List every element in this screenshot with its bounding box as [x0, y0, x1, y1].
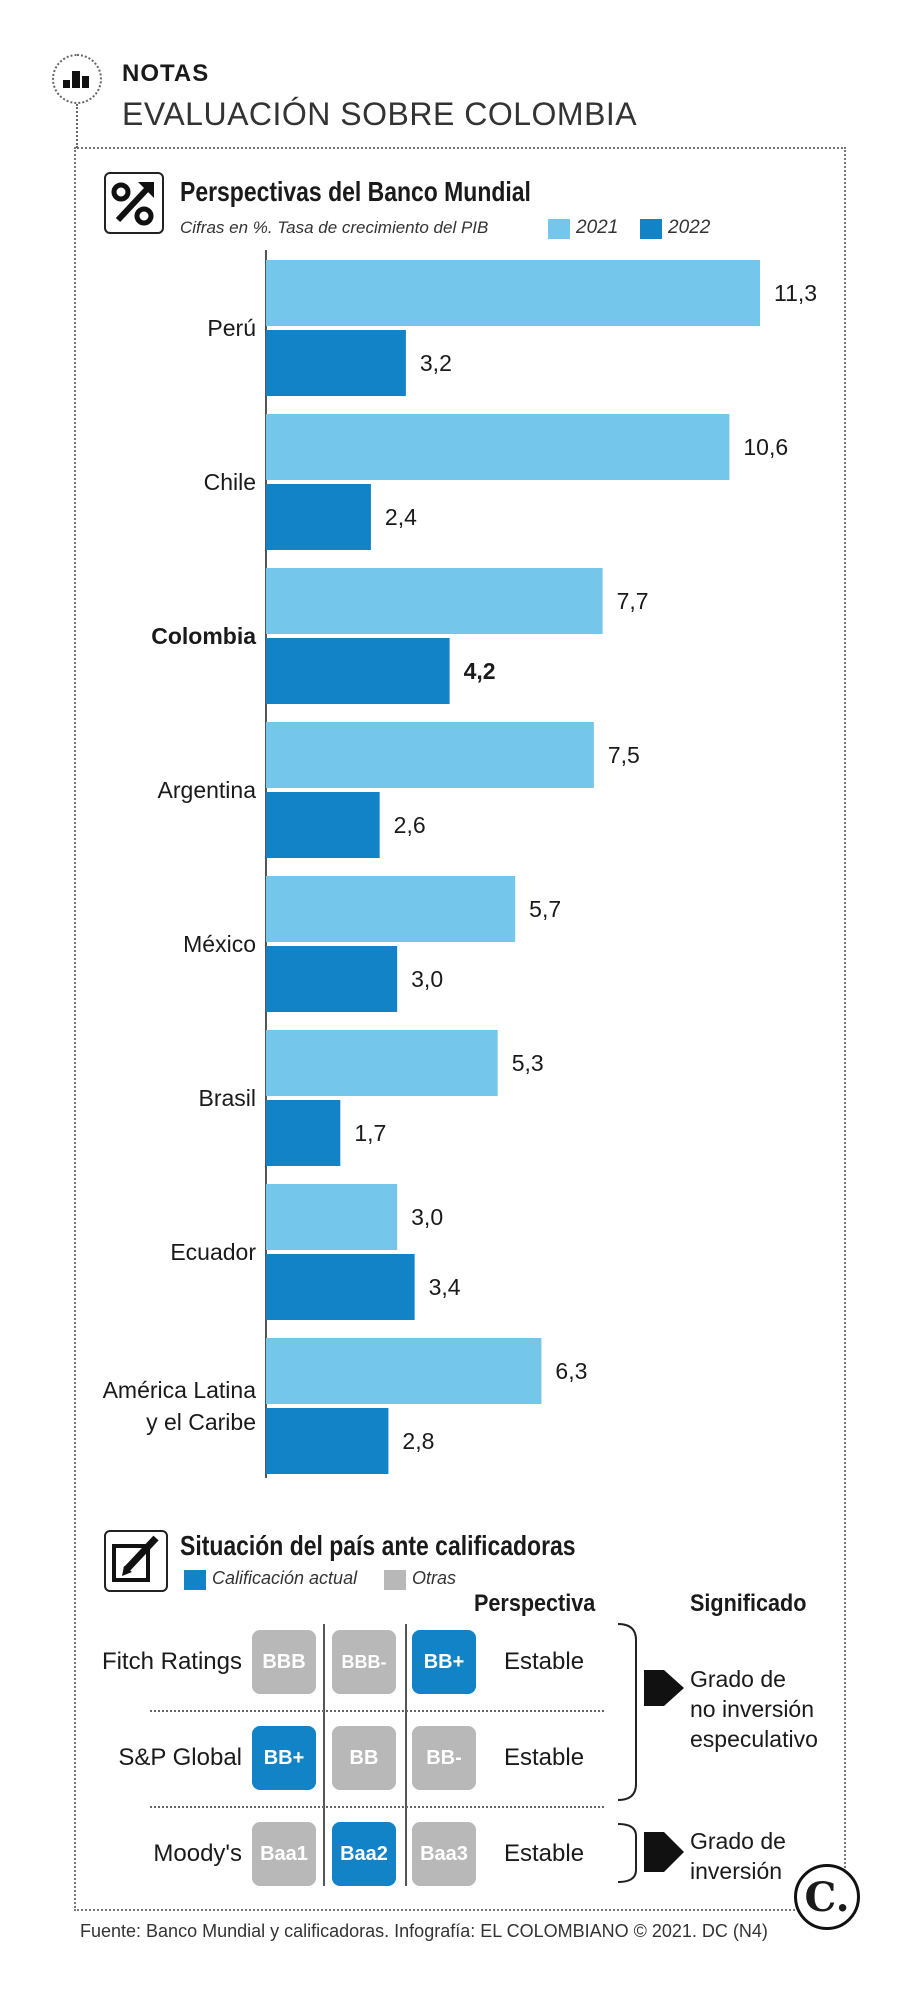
bar-2022-7 — [266, 1408, 389, 1474]
value-label-2021-0: 11,3 — [774, 280, 817, 306]
column-header-perspective: Perspectiva — [474, 1590, 596, 1617]
notes-label: NOTAS — [122, 60, 210, 87]
row-divider — [150, 1710, 604, 1712]
rating-fitch-bbb: BBB — [252, 1630, 316, 1694]
category-label-7: y el Caribe — [146, 1409, 256, 1435]
growth-bar-chart: 11,3 3,2 Perú 10,6 2,4 Chile 7,7 4,2 Colombia 7,5… — [103, 250, 817, 1478]
value-label-2021-2: 7,7 — [617, 588, 649, 614]
category-label-3: Argentina — [158, 777, 257, 803]
value-label-2021-7: 6,3 — [555, 1358, 587, 1384]
bracket-investment — [617, 1823, 637, 1883]
meaning-non-investment: Grado de no inversión especulativo — [690, 1666, 818, 1752]
value-label-2022-7: 2,8 — [402, 1428, 434, 1454]
rating-moodys-baa3: Baa3 — [412, 1822, 476, 1886]
legend-label-other: Otras — [412, 1568, 457, 1588]
arrow-right-icon — [644, 1832, 684, 1872]
bracket-non-investment — [617, 1623, 637, 1801]
value-label-2022-4: 3,0 — [411, 966, 443, 992]
value-label-2021-6: 3,0 — [411, 1204, 443, 1230]
category-label-7: América Latina — [103, 1377, 257, 1403]
footer-source: Fuente: Banco Mundial y calificadoras. I… — [80, 1921, 768, 1941]
bar-2022-0 — [266, 330, 406, 396]
bar-2021-4 — [266, 876, 516, 942]
legend-label-current: Calificación actual — [212, 1568, 358, 1588]
edit-document-icon — [104, 1530, 168, 1592]
rating-sp-bb-plus-current: BB+ — [252, 1726, 316, 1790]
rating-fitch-bbb-minus: BBB- — [332, 1630, 396, 1694]
rating-sp-bb: BB — [332, 1726, 396, 1790]
value-label-2021-3: 7,5 — [608, 742, 640, 768]
legend-label-2022: 2022 — [668, 217, 711, 238]
legend-swatch-other — [384, 1570, 406, 1590]
value-label-2022-6: 3,4 — [429, 1274, 461, 1300]
perspective-fitch: Estable — [504, 1648, 585, 1675]
infographic-frame — [74, 147, 846, 1911]
bar-2021-1 — [266, 414, 730, 480]
rating-sp-bb-minus: BB- — [412, 1726, 476, 1790]
agency-fitch: Fitch Ratings — [101, 1648, 242, 1675]
el-colombiano-logo: C. — [794, 1864, 860, 1930]
meaning-investment: Grado de inversión — [690, 1828, 786, 1884]
bar-2021-0 — [266, 260, 760, 326]
rating-moodys-baa1: Baa1 — [252, 1822, 316, 1886]
rating-moodys-baa2-current: Baa2 — [332, 1822, 396, 1886]
bar-2021-7 — [266, 1338, 542, 1404]
chart-title: Perspectivas del Banco Mundial — [180, 176, 531, 207]
legend-swatch-2022 — [640, 219, 662, 239]
value-label-2022-1: 2,4 — [385, 504, 417, 530]
column-divider — [323, 1624, 325, 1886]
value-label-2022-3: 2,6 — [394, 812, 426, 838]
bar-2022-4 — [266, 946, 398, 1012]
value-label-2022-2: 4,2 — [464, 658, 496, 684]
bar-2022-6 — [266, 1254, 415, 1320]
agency-sp: S&P Global — [118, 1744, 242, 1771]
arrow-right-icon — [644, 1670, 684, 1706]
value-label-2022-0: 3,2 — [420, 350, 452, 376]
ratings-title: Situación del país ante calificadoras — [180, 1530, 576, 1561]
category-label-0: Perú — [207, 315, 256, 341]
category-label-5: Brasil — [198, 1085, 256, 1111]
perspective-sp: Estable — [504, 1744, 585, 1771]
notes-connector-line — [76, 104, 78, 148]
chart-subtitle: Cifras en %. Tasa de crecimiento del PIB — [180, 218, 489, 237]
value-label-2021-5: 5,3 — [512, 1050, 544, 1076]
bar-2022-5 — [266, 1100, 341, 1166]
bar-2021-3 — [266, 722, 594, 788]
legend-swatch-2021 — [548, 219, 570, 239]
category-label-1: Chile — [204, 469, 256, 495]
value-label-2021-1: 10,6 — [743, 434, 788, 460]
perspective-moodys: Estable — [504, 1840, 585, 1867]
bar-chart-icon — [63, 71, 89, 88]
category-label-6: Ecuador — [170, 1239, 256, 1265]
row-divider — [150, 1806, 604, 1808]
bar-2021-5 — [266, 1030, 498, 1096]
column-divider — [405, 1624, 407, 1886]
meaning-brackets — [617, 1623, 684, 1883]
legend-swatch-current — [184, 1570, 206, 1590]
agency-moodys: Moody's — [153, 1840, 242, 1867]
bar-2022-2 — [266, 638, 450, 704]
bar-2021-2 — [266, 568, 603, 634]
rating-fitch-bb-plus-current: BB+ — [412, 1630, 476, 1694]
category-label-2: Colombia — [151, 623, 256, 649]
value-label-2022-5: 1,7 — [354, 1120, 386, 1146]
bar-2021-6 — [266, 1184, 398, 1250]
page-title: EVALUACIÓN SOBRE COLOMBIA — [122, 96, 638, 132]
bar-2022-1 — [266, 484, 371, 550]
category-label-4: México — [183, 931, 256, 957]
percent-growth-icon — [104, 172, 164, 234]
value-label-2021-4: 5,7 — [529, 896, 561, 922]
column-header-meaning: Significado — [690, 1590, 807, 1617]
legend-label-2021: 2021 — [576, 217, 619, 238]
bar-2022-3 — [266, 792, 380, 858]
notes-bar-chart-icon — [52, 54, 102, 104]
